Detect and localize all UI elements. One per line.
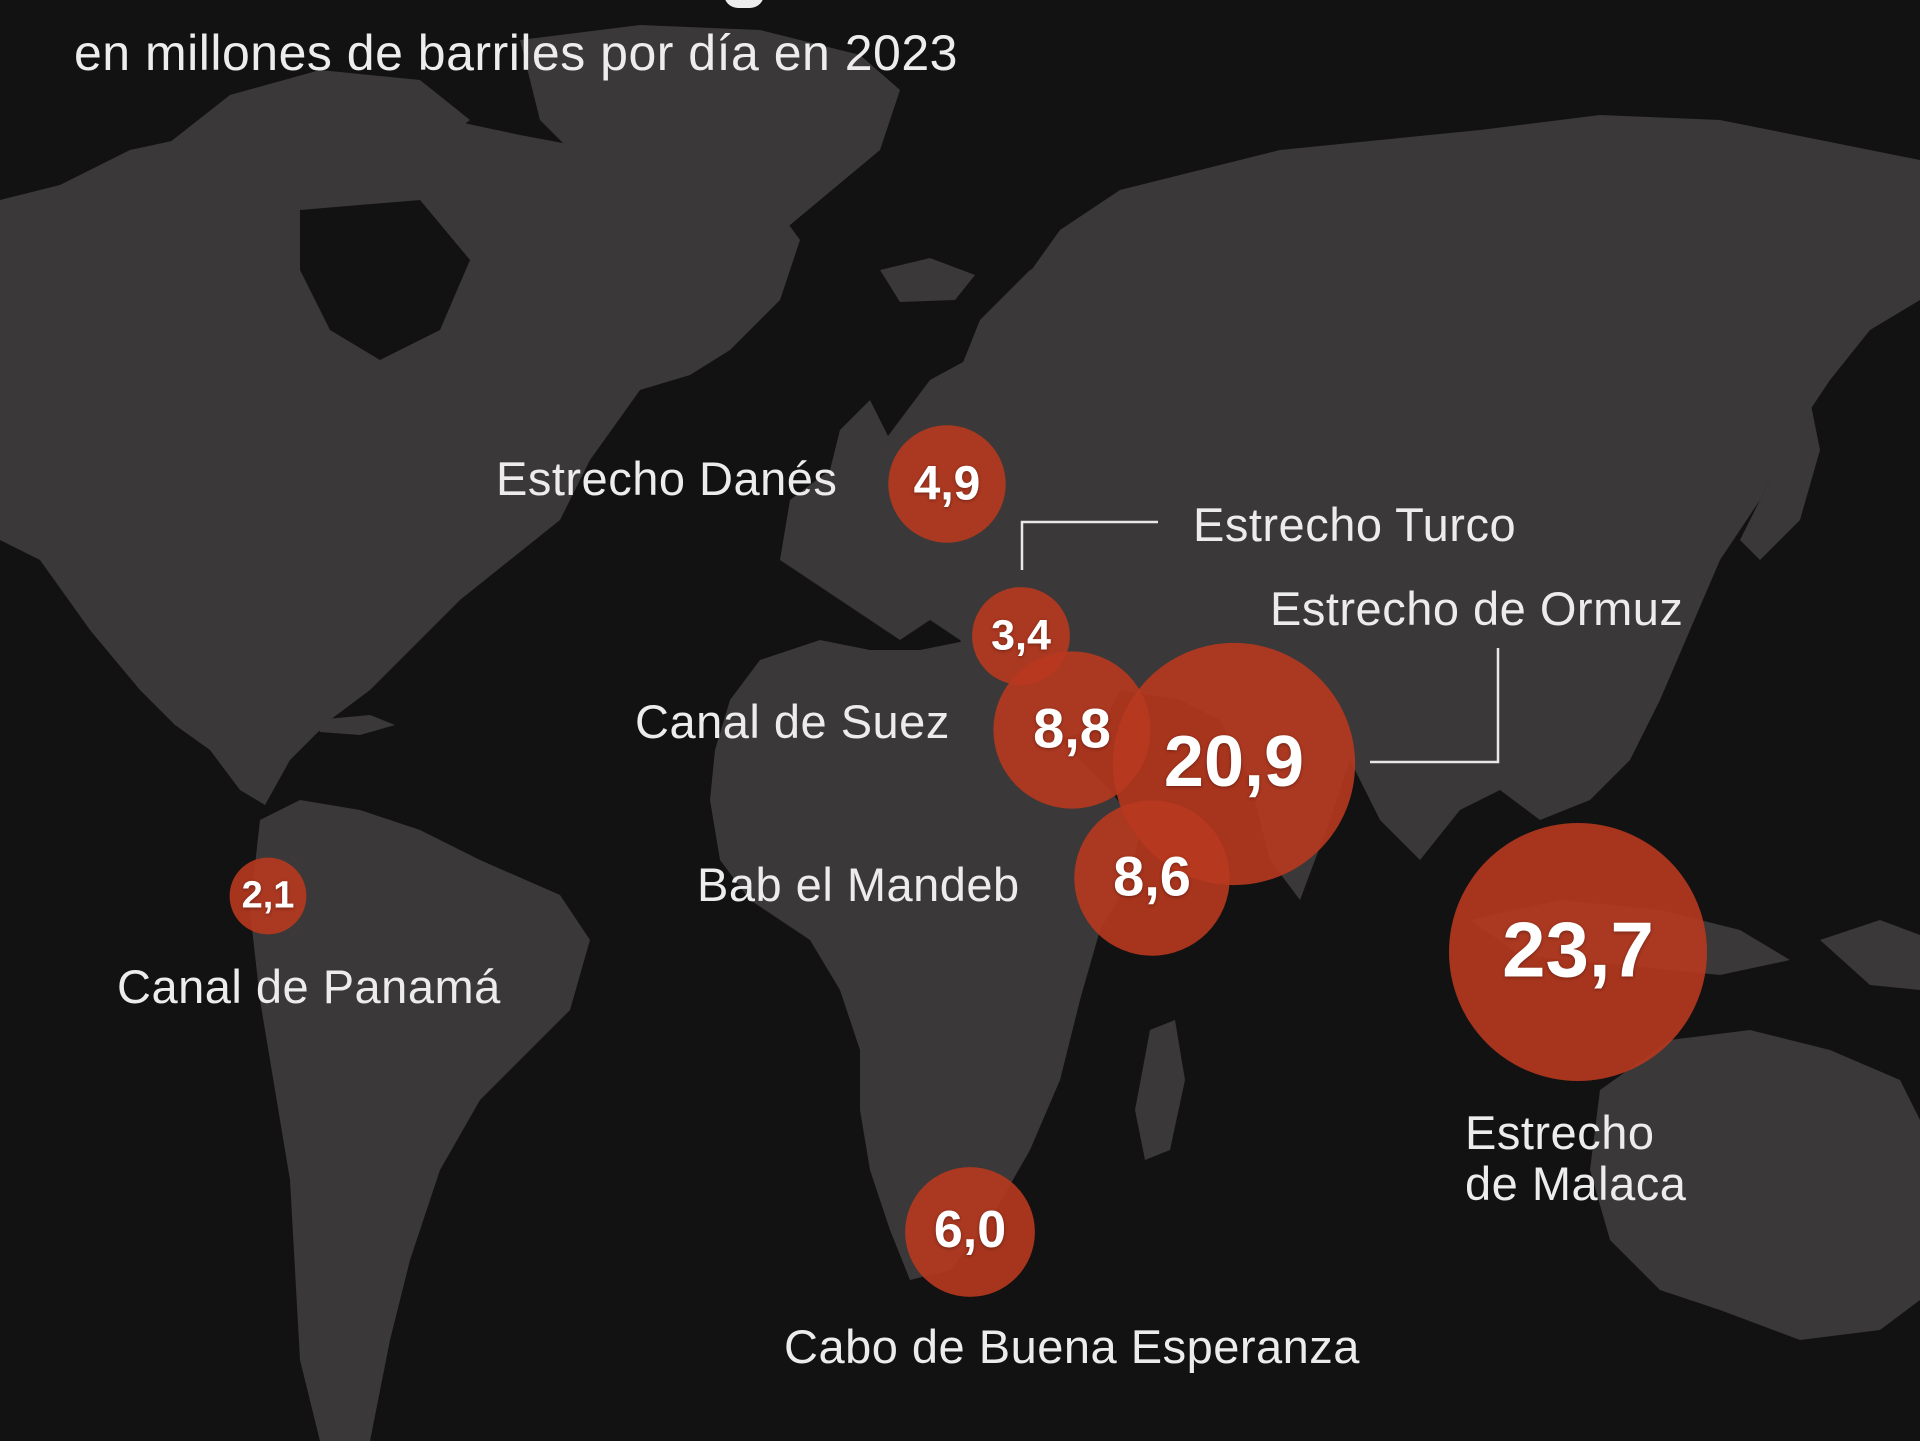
bubble-cabo-de-buena-esperanza: [905, 1167, 1035, 1297]
bubble-bab-el-mandeb: [1074, 800, 1230, 956]
land-japan: [1740, 400, 1820, 560]
label-canal-de-suez: Canal de Suez: [635, 695, 950, 748]
land-north-america-notch: [300, 200, 470, 360]
value-estrecho-de-ormuz: 20,9: [1163, 722, 1305, 802]
land-caribbean: [315, 715, 395, 735]
land-greenland: [520, 25, 900, 300]
bubble-layer: [229, 425, 1707, 1297]
land-arctic-islands: [160, 70, 470, 160]
bubble-estrecho-de-malaca: [1449, 823, 1707, 1081]
bubble-estrecho-danes: [888, 425, 1006, 543]
land-madagascar: [1135, 1020, 1185, 1160]
label-estrecho-turco: Estrecho Turco: [1193, 498, 1517, 551]
leader-estrecho-de-ormuz: [1370, 648, 1500, 764]
label-canal-de-panama: Canal de Panamá: [117, 960, 501, 1013]
bubble-canal-de-suez: [993, 651, 1151, 809]
label-estrecho-de-ormuz: Estrecho de Ormuz: [1270, 582, 1684, 635]
value-bab-el-mandeb: 8,6: [1113, 844, 1191, 908]
value-canal-de-suez: 8,8: [1033, 696, 1111, 760]
leader-lines: [1020, 520, 1500, 764]
land-south-america: [250, 800, 590, 1441]
value-estrecho-de-malaca: 23,7: [1502, 905, 1654, 994]
land-iceland: [880, 258, 975, 302]
title-fragment: [724, 0, 764, 8]
value-estrecho-danes: 4,9: [913, 457, 981, 511]
label-estrecho-de-malaca: Estrecho de Malaca: [1465, 1106, 1687, 1210]
land-africa: [710, 640, 1140, 1280]
land-british-isles: [830, 400, 890, 500]
value-canal-de-panama: 2,1: [241, 874, 295, 917]
land-scandinavia: [940, 250, 1110, 450]
land-australia: [1590, 1030, 1920, 1340]
land-new-guinea: [1820, 920, 1920, 990]
value-cabo-de-buena-esperanza: 6,0: [933, 1201, 1007, 1259]
map-subtitle: en millones de barriles por día en 2023: [74, 25, 958, 81]
land-north-america: [0, 118, 800, 805]
label-estrecho-danes: Estrecho Danés: [496, 452, 838, 505]
value-estrecho-turco: 3,4: [991, 611, 1051, 660]
bubble-canal-de-panama: [229, 857, 307, 935]
label-cabo-de-buena-esperanza: Cabo de Buena Esperanza: [784, 1320, 1360, 1373]
leader-estrecho-turco: [1020, 520, 1158, 570]
label-bab-el-mandeb: Bab el Mandeb: [697, 858, 1020, 911]
